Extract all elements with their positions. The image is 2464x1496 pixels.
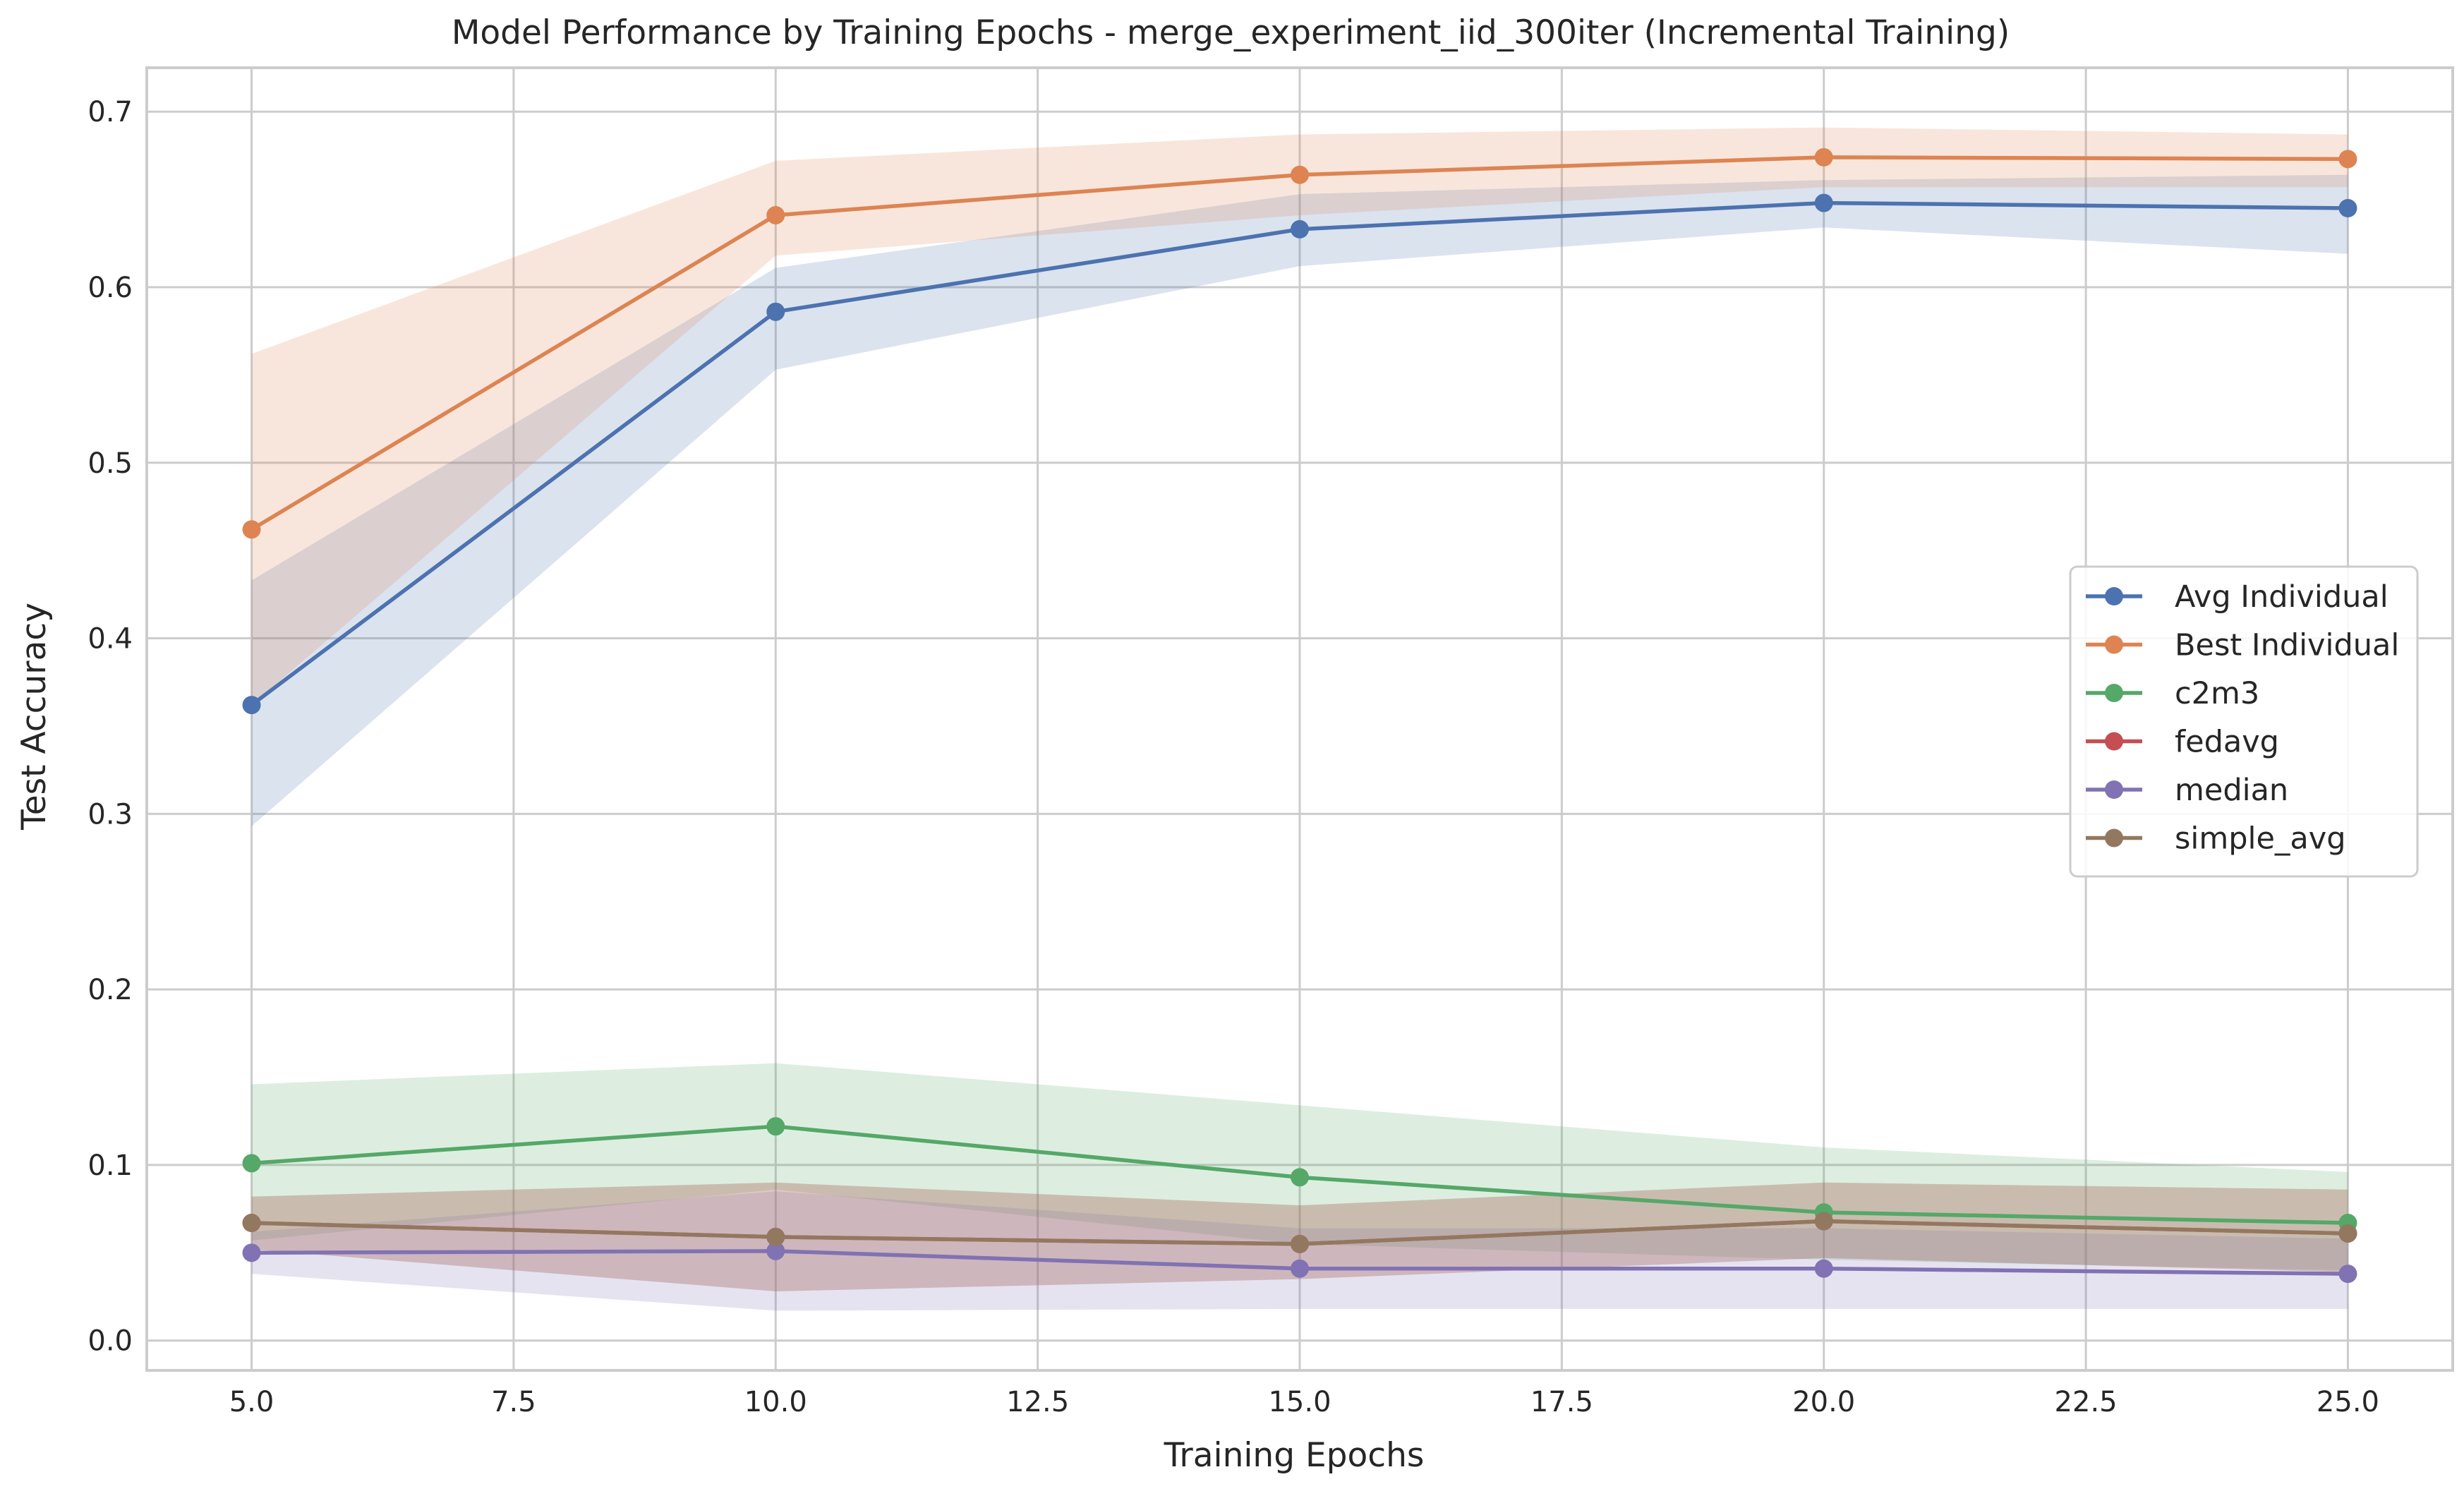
legend-box — [2069, 565, 2419, 878]
best-individual-confidence-band — [251, 127, 2348, 706]
legend-label-best-individual: Best Individual — [2175, 628, 2399, 663]
c2m3-point — [766, 1117, 785, 1136]
simple-avg-point — [1814, 1212, 1833, 1231]
simple-avg-point — [766, 1227, 785, 1246]
legend-label-median: median — [2175, 773, 2288, 808]
median-point — [1291, 1259, 1309, 1278]
x-tick-label: 22.5 — [2055, 1386, 2118, 1418]
best-individual-point — [766, 205, 785, 224]
plot-frame — [145, 66, 2454, 1372]
avg-individual-confidence-band — [251, 174, 2348, 826]
x-tick-label: 17.5 — [1530, 1386, 1593, 1418]
x-tick-label: 15.0 — [1268, 1386, 1331, 1418]
best-individual-point — [242, 520, 261, 539]
chart-title: Model Performance by Training Epochs - m… — [452, 13, 2010, 52]
y-tick-label: 0.3 — [87, 798, 133, 831]
c2m3-point — [242, 1154, 261, 1173]
x-tick-label: 10.0 — [744, 1386, 807, 1418]
y-axis-title: Test Accuracy — [15, 603, 54, 831]
y-tick-label: 0.5 — [87, 447, 133, 480]
median-point — [766, 1241, 785, 1260]
legend-marker-c2m3 — [2105, 684, 2123, 702]
best-individual-point — [1291, 165, 1309, 184]
y-tick-label: 0.4 — [87, 623, 133, 656]
simple-avg-point — [2338, 1224, 2357, 1243]
best-individual-point — [1814, 147, 1833, 167]
avg-individual-point — [766, 302, 785, 321]
y-tick-label: 0.6 — [87, 272, 133, 304]
y-tick-label: 0.7 — [87, 96, 133, 128]
legend-marker-best-individual — [2105, 635, 2123, 654]
y-tick-label: 0.2 — [87, 974, 133, 1006]
x-axis-title: Training Epochs — [1164, 1436, 1425, 1475]
median-point — [2338, 1265, 2357, 1284]
x-tick-label: 5.0 — [229, 1386, 274, 1418]
simple-avg-point — [242, 1214, 261, 1233]
avg-individual-point — [242, 696, 261, 715]
best-individual-point — [2338, 150, 2357, 169]
x-axis-ticks: 5.0 7.5 10.0 12.5 15.0 17.5 20.0 22.5 25.0 — [229, 1386, 2379, 1418]
avg-individual-point — [1291, 219, 1309, 239]
median-point — [1814, 1259, 1833, 1278]
legend-marker-median — [2105, 780, 2123, 799]
c2m3-point — [1291, 1168, 1309, 1187]
x-tick-label: 12.5 — [1006, 1386, 1069, 1418]
legend-label-simple-avg: simple_avg — [2175, 821, 2346, 857]
series-points — [242, 147, 2357, 1284]
avg-individual-point — [1814, 193, 1833, 212]
y-tick-label: 0.1 — [87, 1150, 133, 1182]
median-point — [242, 1243, 261, 1262]
avg-individual-point — [2338, 199, 2357, 218]
legend-marker-avg-individual — [2105, 587, 2123, 605]
simple-avg-point — [1291, 1234, 1309, 1253]
legend-marker-simple-avg — [2105, 828, 2123, 847]
legend-marker-fedavg — [2105, 732, 2123, 751]
legend-label-fedavg: fedavg — [2175, 725, 2279, 760]
x-tick-label: 7.5 — [491, 1386, 536, 1418]
x-tick-label: 20.0 — [1792, 1386, 1855, 1418]
y-tick-label: 0.0 — [87, 1325, 133, 1358]
legend-label-c2m3: c2m3 — [2175, 676, 2259, 711]
legend-label-avg-individual: Avg Individual — [2175, 579, 2388, 615]
x-tick-label: 25.0 — [2317, 1386, 2379, 1418]
legend: Avg Individual Best Individual c2m3 fedavg m… — [2069, 565, 2419, 878]
grid-lines — [147, 68, 2453, 1370]
y-axis-ticks: 0.0 0.1 0.2 0.3 0.4 0.5 0.6 0.7 — [87, 96, 133, 1358]
